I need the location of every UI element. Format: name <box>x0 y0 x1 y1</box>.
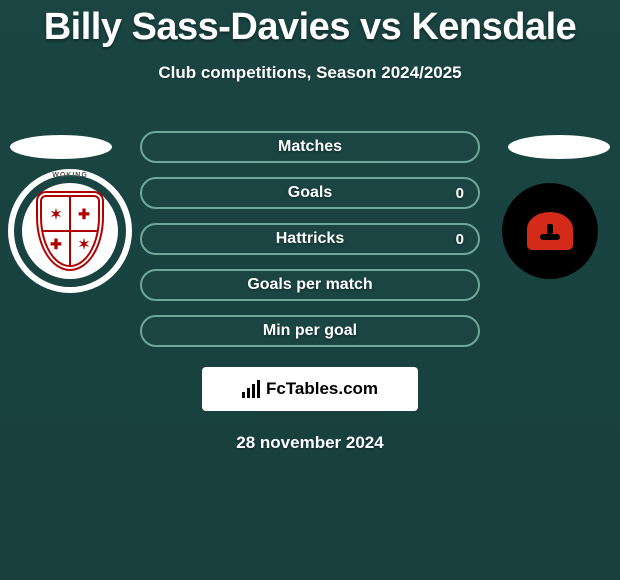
stat-label: Goals per match <box>247 276 372 294</box>
stat-row-goals: Goals 0 <box>140 177 480 209</box>
stat-row-hattricks: Hattricks 0 <box>140 223 480 255</box>
footer-date: 28 november 2024 <box>0 433 620 453</box>
shield-icon: ✶ ✚ ✚ ✶ <box>22 183 118 279</box>
page-title: Billy Sass-Davies vs Kensdale <box>0 0 620 49</box>
chart-icon <box>242 380 260 398</box>
stat-label: Goals <box>288 184 332 202</box>
brand-card[interactable]: FcTables.com <box>202 367 418 411</box>
stat-label: Matches <box>278 138 342 156</box>
stat-row-goals-per-match: Goals per match <box>140 269 480 301</box>
brand-text: FcTables.com <box>266 379 378 399</box>
tower-icon <box>502 183 598 279</box>
stat-row-min-per-goal: Min per goal <box>140 315 480 347</box>
stat-value-right: 0 <box>456 185 464 202</box>
club-crest-left: WOKING ✶ ✚ ✚ ✶ <box>22 183 118 279</box>
player-base-right <box>508 135 610 159</box>
stat-label: Hattricks <box>276 230 344 248</box>
crest-ring-text: WOKING <box>14 172 126 179</box>
club-crest-right <box>502 183 598 279</box>
stats-list: Matches Goals 0 Hattricks 0 Goals per ma… <box>140 111 480 347</box>
stat-value-right: 0 <box>456 231 464 248</box>
page-subtitle: Club competitions, Season 2024/2025 <box>0 63 620 83</box>
stat-label: Min per goal <box>263 322 357 340</box>
stat-row-matches: Matches <box>140 131 480 163</box>
player-base-left <box>10 135 112 159</box>
comparison-layout: WOKING ✶ ✚ ✚ ✶ Matches Goals 0 <box>0 111 620 453</box>
